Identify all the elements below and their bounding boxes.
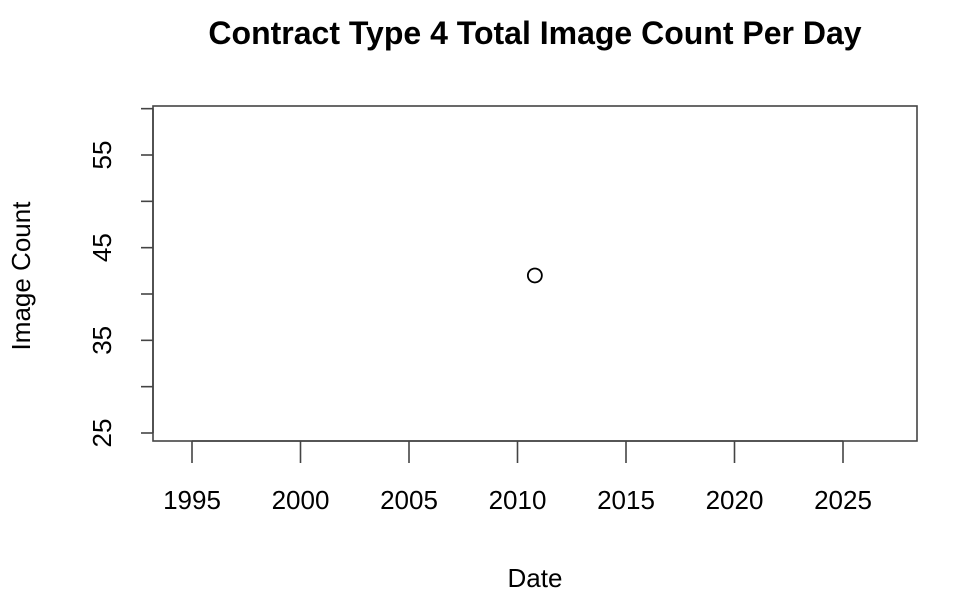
- x-tick-label: 2010: [489, 485, 547, 515]
- data-points: [526, 267, 543, 284]
- chart-title: Contract Type 4 Total Image Count Per Da…: [208, 15, 861, 51]
- y-tick-label: 45: [87, 233, 117, 262]
- y-tick-label: 55: [87, 141, 117, 170]
- x-tick-label: 2000: [272, 485, 330, 515]
- x-tick-label: 2015: [597, 485, 655, 515]
- y-axis: 25 35 45 55: [87, 107, 154, 448]
- x-tick-label: 1995: [163, 485, 221, 515]
- y-axis-label: Image Count: [6, 201, 36, 351]
- data-point: [526, 267, 543, 284]
- y-tick-label: 25: [87, 419, 117, 448]
- x-tick-label: 2020: [706, 485, 764, 515]
- x-axis-label: Date: [508, 563, 563, 593]
- x-tick-label: 2005: [380, 485, 438, 515]
- x-axis: 1995 2000 2005 2010 2015 2020 2025: [163, 440, 872, 515]
- y-tick-label: 35: [87, 326, 117, 355]
- x-tick-label: 2025: [814, 485, 872, 515]
